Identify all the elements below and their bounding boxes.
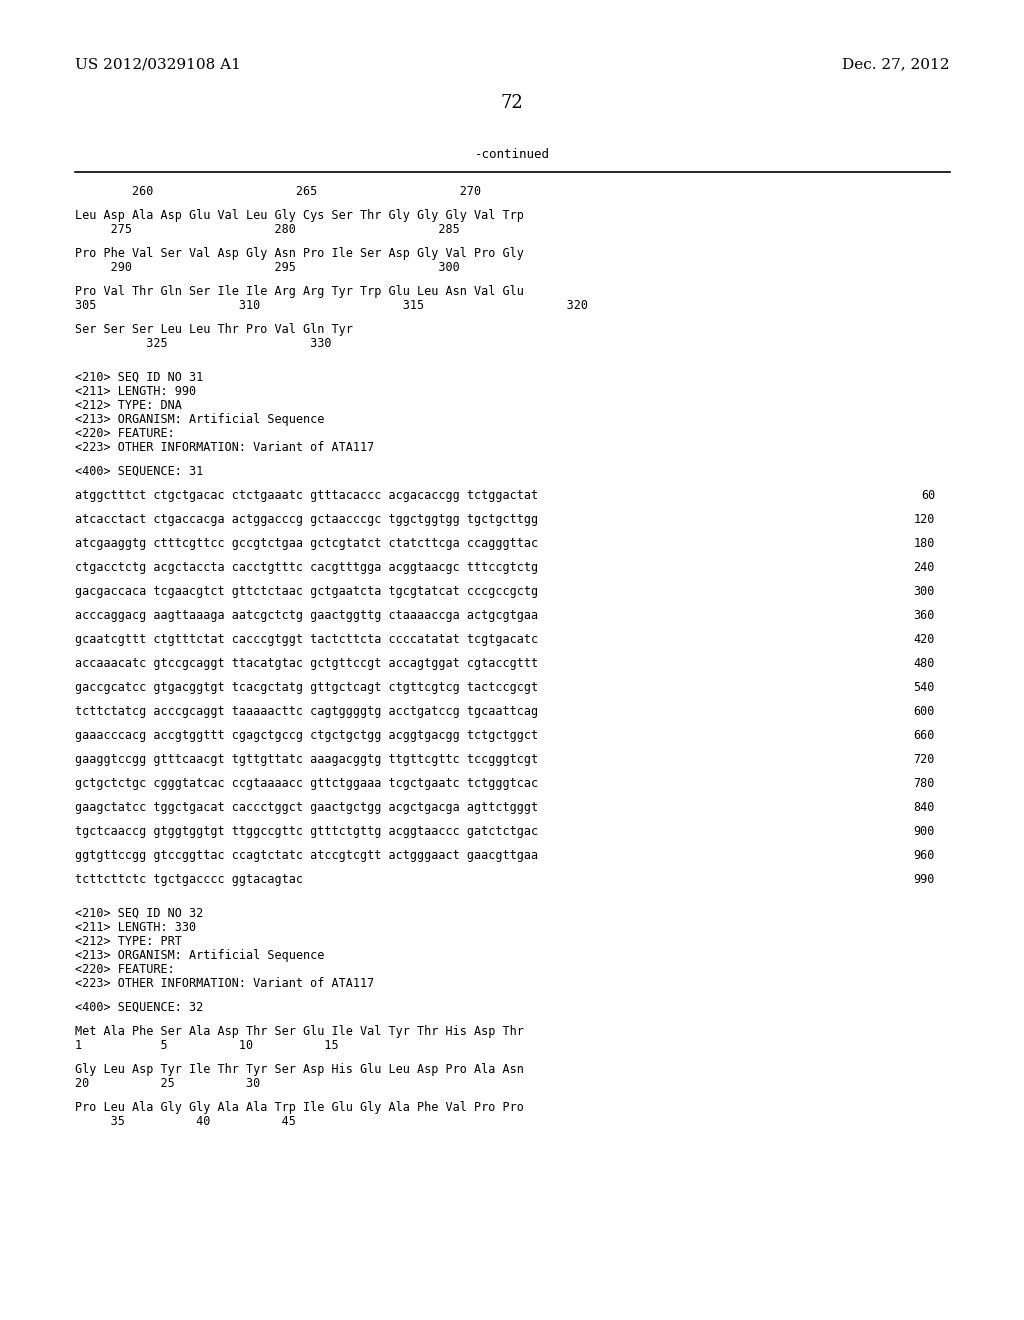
- Text: 600: 600: [913, 705, 935, 718]
- Text: 325                    330: 325 330: [75, 337, 332, 350]
- Text: 1           5          10          15: 1 5 10 15: [75, 1039, 339, 1052]
- Text: gaaggtccgg gtttcaacgt tgttgttatc aaagacggtg ttgttcgttc tccgggtcgt: gaaggtccgg gtttcaacgt tgttgttatc aaagacg…: [75, 752, 539, 766]
- Text: <400> SEQUENCE: 32: <400> SEQUENCE: 32: [75, 1001, 203, 1014]
- Text: gacgaccaca tcgaacgtct gttctctaac gctgaatcta tgcgtatcat cccgccgctg: gacgaccaca tcgaacgtct gttctctaac gctgaat…: [75, 585, 539, 598]
- Text: <220> FEATURE:: <220> FEATURE:: [75, 426, 175, 440]
- Text: ctgacctctg acgctaccta cacctgtttc cacgtttgga acggtaacgc tttccgtctg: ctgacctctg acgctaccta cacctgtttc cacgttt…: [75, 561, 539, 574]
- Text: <212> TYPE: DNA: <212> TYPE: DNA: [75, 399, 182, 412]
- Text: <211> LENGTH: 330: <211> LENGTH: 330: [75, 921, 197, 935]
- Text: acccaggacg aagttaaaga aatcgctctg gaactggttg ctaaaaccga actgcgtgaa: acccaggacg aagttaaaga aatcgctctg gaactgg…: [75, 609, 539, 622]
- Text: 60: 60: [921, 488, 935, 502]
- Text: 305                    310                    315                    320: 305 310 315 320: [75, 300, 588, 312]
- Text: <220> FEATURE:: <220> FEATURE:: [75, 964, 175, 975]
- Text: <210> SEQ ID NO 31: <210> SEQ ID NO 31: [75, 371, 203, 384]
- Text: 300: 300: [913, 585, 935, 598]
- Text: 900: 900: [913, 825, 935, 838]
- Text: <213> ORGANISM: Artificial Sequence: <213> ORGANISM: Artificial Sequence: [75, 949, 325, 962]
- Text: 780: 780: [913, 777, 935, 789]
- Text: 960: 960: [913, 849, 935, 862]
- Text: 120: 120: [913, 513, 935, 525]
- Text: Dec. 27, 2012: Dec. 27, 2012: [843, 57, 950, 71]
- Text: gaaacccacg accgtggttt cgagctgccg ctgctgctgg acggtgacgg tctgctggct: gaaacccacg accgtggttt cgagctgccg ctgctgc…: [75, 729, 539, 742]
- Text: 72: 72: [501, 94, 523, 112]
- Text: 20          25          30: 20 25 30: [75, 1077, 260, 1090]
- Text: <223> OTHER INFORMATION: Variant of ATA117: <223> OTHER INFORMATION: Variant of ATA1…: [75, 441, 374, 454]
- Text: Pro Val Thr Gln Ser Ile Ile Arg Arg Tyr Trp Glu Leu Asn Val Glu: Pro Val Thr Gln Ser Ile Ile Arg Arg Tyr …: [75, 285, 524, 298]
- Text: gaccgcatcc gtgacggtgt tcacgctatg gttgctcagt ctgttcgtcg tactccgcgt: gaccgcatcc gtgacggtgt tcacgctatg gttgctc…: [75, 681, 539, 694]
- Text: Gly Leu Asp Tyr Ile Thr Tyr Ser Asp His Glu Leu Asp Pro Ala Asn: Gly Leu Asp Tyr Ile Thr Tyr Ser Asp His …: [75, 1063, 524, 1076]
- Text: Pro Phe Val Ser Val Asp Gly Asn Pro Ile Ser Asp Gly Val Pro Gly: Pro Phe Val Ser Val Asp Gly Asn Pro Ile …: [75, 247, 524, 260]
- Text: -continued: -continued: [474, 148, 550, 161]
- Text: tgctcaaccg gtggtggtgt ttggccgttc gtttctgttg acggtaaccc gatctctgac: tgctcaaccg gtggtggtgt ttggccgttc gtttctg…: [75, 825, 539, 838]
- Text: accaaacatc gtccgcaggt ttacatgtac gctgttccgt accagtggat cgtaccgttt: accaaacatc gtccgcaggt ttacatgtac gctgttc…: [75, 657, 539, 671]
- Text: US 2012/0329108 A1: US 2012/0329108 A1: [75, 57, 241, 71]
- Text: gaagctatcc tggctgacat caccctggct gaactgctgg acgctgacga agttctgggt: gaagctatcc tggctgacat caccctggct gaactgc…: [75, 801, 539, 814]
- Text: Pro Leu Ala Gly Gly Ala Ala Trp Ile Glu Gly Ala Phe Val Pro Pro: Pro Leu Ala Gly Gly Ala Ala Trp Ile Glu …: [75, 1101, 524, 1114]
- Text: <211> LENGTH: 990: <211> LENGTH: 990: [75, 385, 197, 399]
- Text: 420: 420: [913, 634, 935, 645]
- Text: atcgaaggtg ctttcgttcc gccgtctgaa gctcgtatct ctatcttcga ccagggttac: atcgaaggtg ctttcgttcc gccgtctgaa gctcgta…: [75, 537, 539, 550]
- Text: <213> ORGANISM: Artificial Sequence: <213> ORGANISM: Artificial Sequence: [75, 413, 325, 426]
- Text: atggctttct ctgctgacac ctctgaaatc gtttacaccc acgacaccgg tctggactat: atggctttct ctgctgacac ctctgaaatc gtttaca…: [75, 488, 539, 502]
- Text: 660: 660: [913, 729, 935, 742]
- Text: 990: 990: [913, 873, 935, 886]
- Text: tcttcttctc tgctgacccc ggtacagtac: tcttcttctc tgctgacccc ggtacagtac: [75, 873, 303, 886]
- Text: Ser Ser Ser Leu Leu Thr Pro Val Gln Tyr: Ser Ser Ser Leu Leu Thr Pro Val Gln Tyr: [75, 323, 353, 337]
- Text: 840: 840: [913, 801, 935, 814]
- Text: 180: 180: [913, 537, 935, 550]
- Text: 480: 480: [913, 657, 935, 671]
- Text: Leu Asp Ala Asp Glu Val Leu Gly Cys Ser Thr Gly Gly Gly Val Trp: Leu Asp Ala Asp Glu Val Leu Gly Cys Ser …: [75, 209, 524, 222]
- Text: atcacctact ctgaccacga actggacccg gctaacccgc tggctggtgg tgctgcttgg: atcacctact ctgaccacga actggacccg gctaacc…: [75, 513, 539, 525]
- Text: 35          40          45: 35 40 45: [75, 1115, 296, 1129]
- Text: 720: 720: [913, 752, 935, 766]
- Text: <223> OTHER INFORMATION: Variant of ATA117: <223> OTHER INFORMATION: Variant of ATA1…: [75, 977, 374, 990]
- Text: Met Ala Phe Ser Ala Asp Thr Ser Glu Ile Val Tyr Thr His Asp Thr: Met Ala Phe Ser Ala Asp Thr Ser Glu Ile …: [75, 1026, 524, 1038]
- Text: <212> TYPE: PRT: <212> TYPE: PRT: [75, 935, 182, 948]
- Text: 240: 240: [913, 561, 935, 574]
- Text: 540: 540: [913, 681, 935, 694]
- Text: gcaatcgttt ctgtttctat cacccgtggt tactcttcta ccccatatat tcgtgacatc: gcaatcgttt ctgtttctat cacccgtggt tactctt…: [75, 634, 539, 645]
- Text: 360: 360: [913, 609, 935, 622]
- Text: 275                    280                    285: 275 280 285: [75, 223, 460, 236]
- Text: <400> SEQUENCE: 31: <400> SEQUENCE: 31: [75, 465, 203, 478]
- Text: 260                    265                    270: 260 265 270: [75, 185, 481, 198]
- Text: gctgctctgc cgggtatcac ccgtaaaacc gttctggaaa tcgctgaatc tctgggtcac: gctgctctgc cgggtatcac ccgtaaaacc gttctgg…: [75, 777, 539, 789]
- Text: <210> SEQ ID NO 32: <210> SEQ ID NO 32: [75, 907, 203, 920]
- Text: 290                    295                    300: 290 295 300: [75, 261, 460, 275]
- Text: ggtgttccgg gtccggttac ccagtctatc atccgtcgtt actgggaact gaacgttgaa: ggtgttccgg gtccggttac ccagtctatc atccgtc…: [75, 849, 539, 862]
- Text: tcttctatcg acccgcaggt taaaaacttc cagtggggtg acctgatccg tgcaattcag: tcttctatcg acccgcaggt taaaaacttc cagtggg…: [75, 705, 539, 718]
